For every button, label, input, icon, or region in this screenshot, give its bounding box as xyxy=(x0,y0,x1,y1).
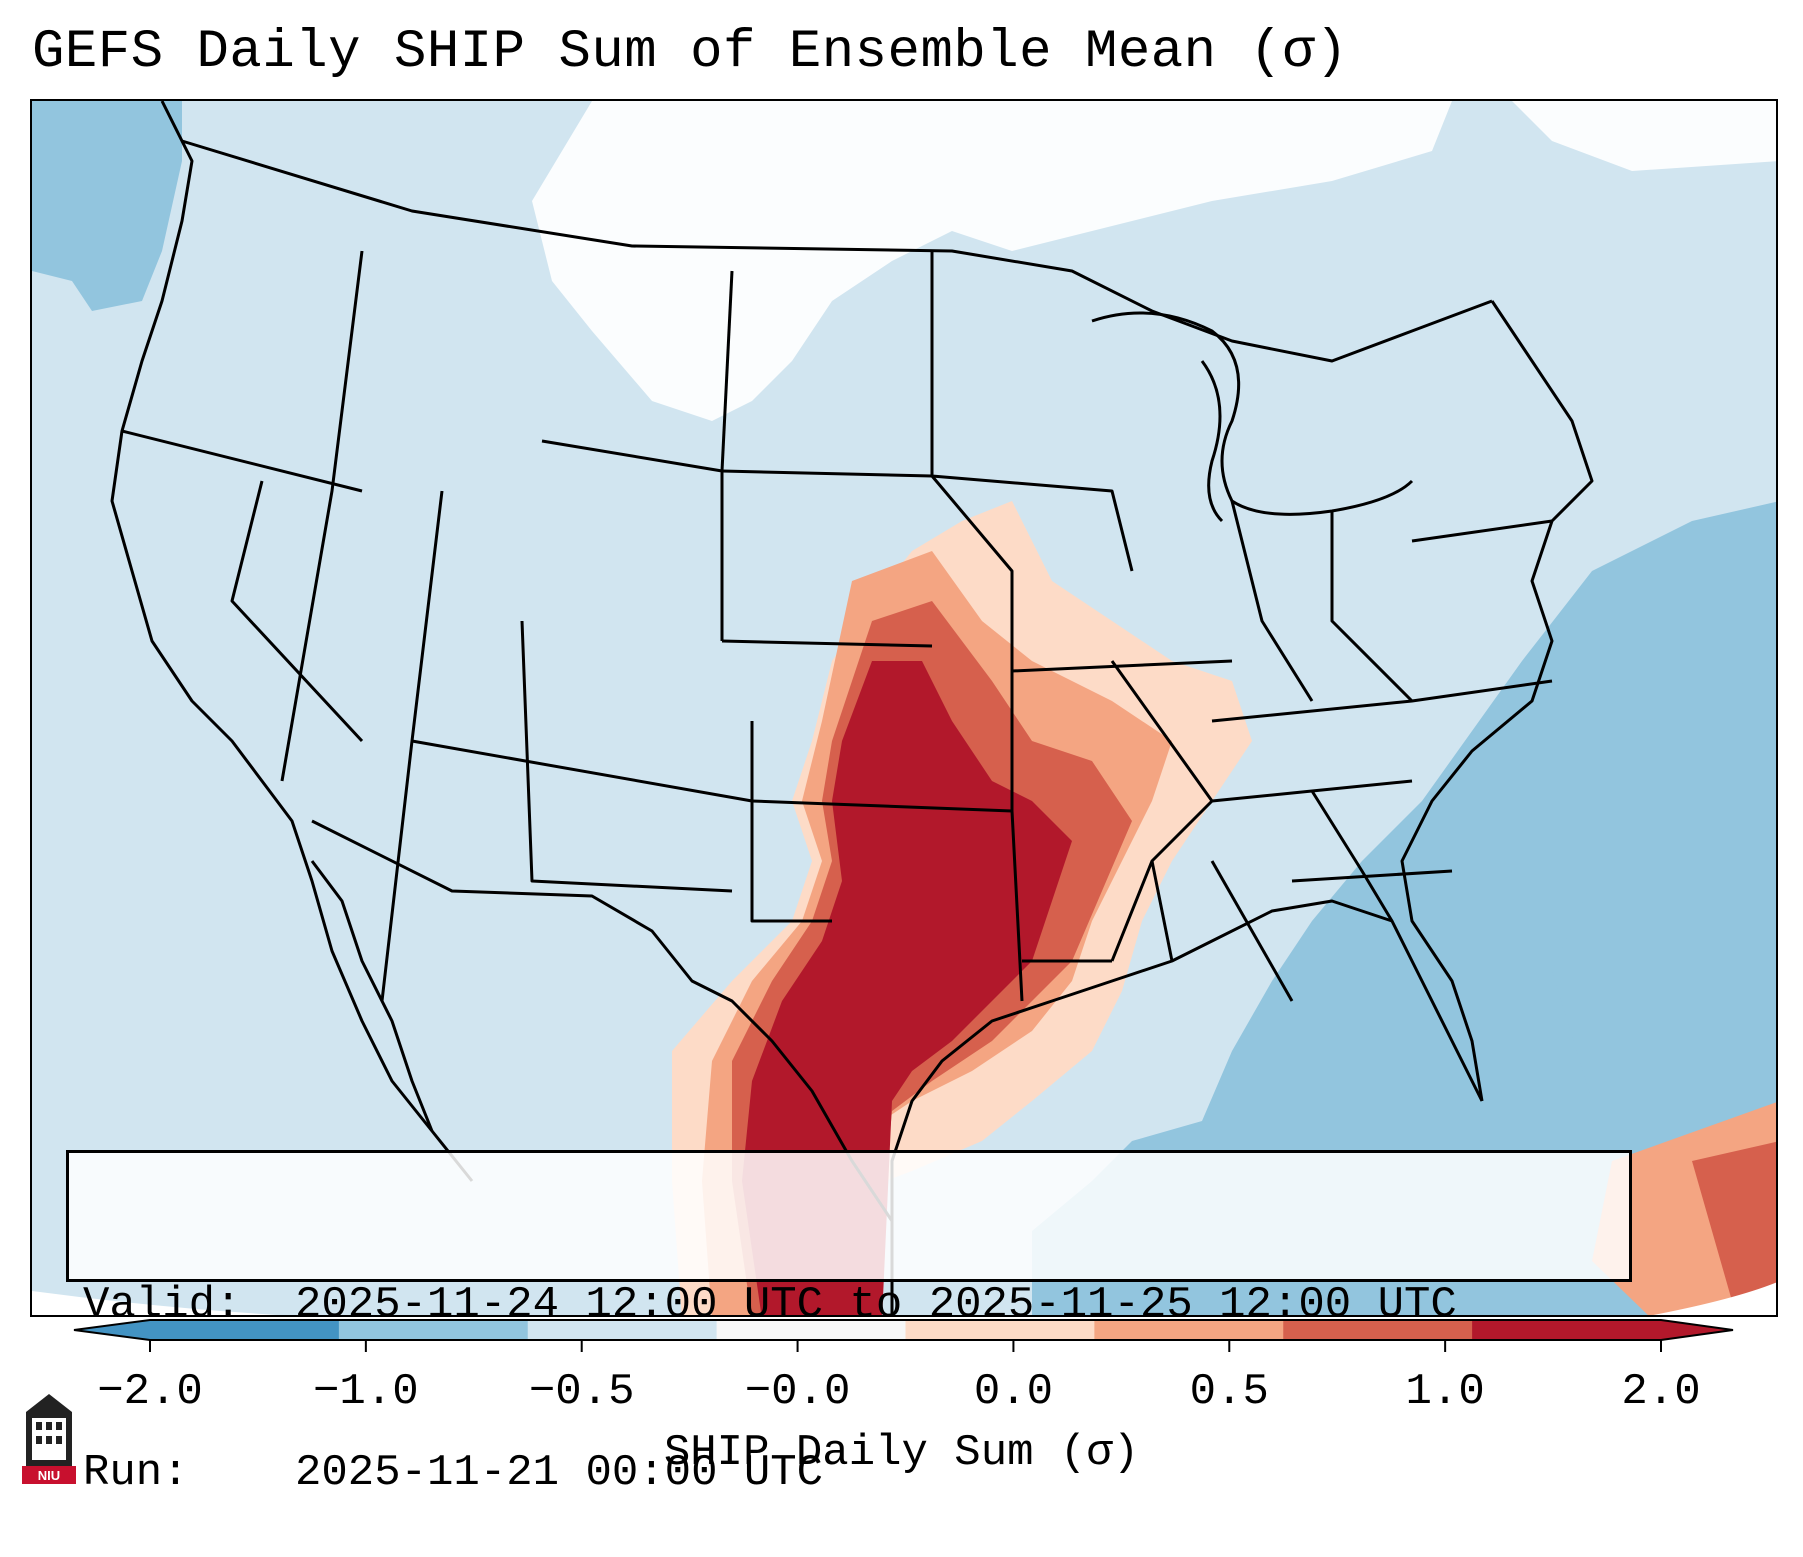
colorbar-tick-label: 0.5 xyxy=(1189,1367,1269,1417)
run-row: Run: 2025-11-21 00:00 UTC xyxy=(83,1445,1629,1501)
colorbar-tick-label: −1.0 xyxy=(313,1367,419,1417)
caribbean-warm-strong xyxy=(1692,1141,1776,1301)
run-key: Run: xyxy=(83,1448,189,1498)
logo-text: NIU xyxy=(38,1468,60,1483)
colorbar-segment xyxy=(527,1320,718,1340)
colorbar-tick-label: −0.0 xyxy=(744,1367,851,1417)
atlantic-anomaly-inner xyxy=(1552,663,1776,1101)
colorbar-extend-left xyxy=(74,1320,150,1340)
colorbar-segment xyxy=(1472,1320,1662,1340)
colorbar-segment xyxy=(1283,1320,1473,1340)
outside-projection-right xyxy=(1653,1282,1776,1315)
chart-title: GEFS Daily SHIP Sum of Ensemble Mean (σ) xyxy=(32,22,1349,83)
colorbar-segment xyxy=(1094,1320,1284,1340)
borders xyxy=(110,101,1594,1315)
pacific-anomaly xyxy=(32,101,182,311)
north-neutral-patch xyxy=(532,101,952,421)
run-value: 2025-11-21 00:00 UTC xyxy=(295,1448,824,1498)
colorbar-extend-right xyxy=(1661,1320,1733,1340)
map-svg xyxy=(32,101,1776,1315)
colorbar-segment xyxy=(150,1320,340,1340)
colorbar-tick-label: 2.0 xyxy=(1621,1367,1701,1417)
colorbar-label: SHIP Daily Sum (σ) xyxy=(663,1428,1140,1478)
colorbar-segment xyxy=(716,1320,906,1340)
colorbar-segment xyxy=(905,1320,1095,1340)
validity-info-box: Valid: 2025-11-24 12:00 UTC to 2025-11-25… xyxy=(66,1150,1632,1498)
colorbar-tick-label: −0.5 xyxy=(528,1367,635,1417)
northeast-neutral-patch xyxy=(1512,101,1776,171)
university-tower-icon: NIU xyxy=(22,1394,76,1484)
colorbar-tick-label: 0.0 xyxy=(973,1367,1054,1417)
colorbar-svg xyxy=(73,1319,1734,1352)
atlantic-anomaly xyxy=(1032,501,1776,1315)
outside-projection-left xyxy=(32,1291,278,1315)
colorbar-segment xyxy=(338,1320,529,1340)
north-neutral-patch-2 xyxy=(952,101,1452,251)
colorbar-tick-label: −2.0 xyxy=(97,1367,203,1417)
colorbar-tick-label: 1.0 xyxy=(1405,1367,1485,1417)
colorbar xyxy=(0,1318,1803,1438)
map-panel xyxy=(30,99,1778,1317)
